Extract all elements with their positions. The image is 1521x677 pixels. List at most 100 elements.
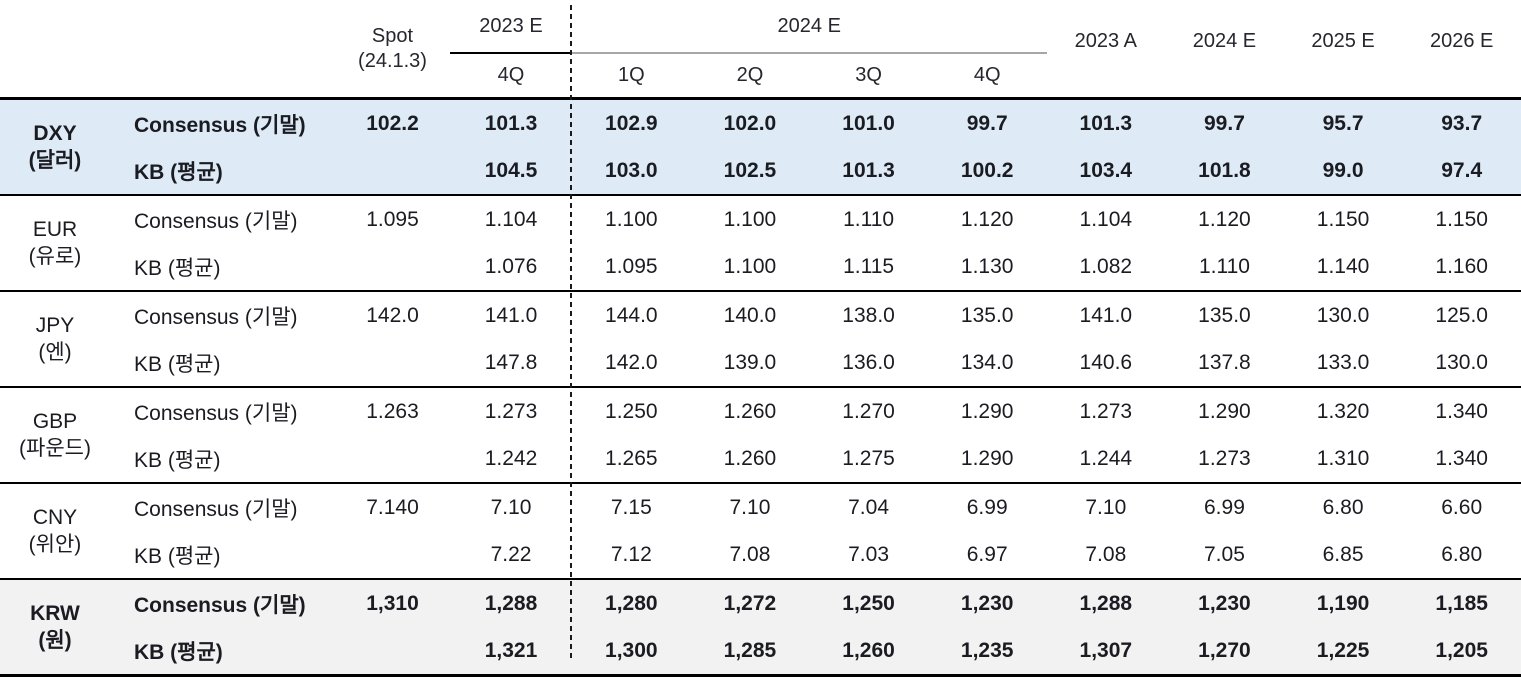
currency-code: GBP xyxy=(32,409,78,433)
series-label: Consensus (기말) xyxy=(110,194,335,243)
value-cell xyxy=(335,435,450,483)
value-cell: 99.7 xyxy=(1165,97,1284,147)
value-cell: 1,270 xyxy=(1165,627,1284,676)
value-cell: 102.2 xyxy=(335,97,450,147)
value-cell: 140.6 xyxy=(1079,350,1133,374)
value-cell: 1.260 xyxy=(690,386,810,435)
currency-code: JPY xyxy=(35,313,75,337)
value-cell: 102.5 xyxy=(690,147,810,195)
value-cell: 103.0 xyxy=(572,147,691,195)
value-cell: 7.22 xyxy=(490,542,532,566)
value-cell: 1.082 xyxy=(1079,254,1133,278)
value-cell: 7.05 xyxy=(1204,542,1245,566)
value-cell: 1.110 xyxy=(809,194,928,243)
currency-cell-jpy: JPY (엔) xyxy=(0,290,110,387)
value-cell: 1.290 xyxy=(927,386,1047,435)
value-cell: 1.120 xyxy=(927,194,1047,243)
table-row-krw-kb: KB (평균) 1,321 1,300 1,285 1,260 1,235 1,307 1,2… xyxy=(0,627,1521,676)
value-cell: 130.0 xyxy=(1283,290,1403,339)
value-cell: 101.3 xyxy=(450,97,572,147)
value-cell: 1,190 xyxy=(1283,578,1403,627)
value-cell: 6.80 xyxy=(1283,482,1403,531)
value-cell: 101.0 xyxy=(809,97,928,147)
value-cell: 135.0 xyxy=(927,290,1047,339)
value-cell: 103.4 xyxy=(1046,147,1166,195)
value-cell: 101.8 xyxy=(1165,147,1284,195)
value-cell: 140.0 xyxy=(690,290,810,339)
value-cell: 1,300 xyxy=(572,627,691,676)
currency-name-kr: (파운드) xyxy=(19,437,91,460)
value-cell: 142.0 xyxy=(335,290,450,339)
value-cell: 7.08 xyxy=(729,542,771,566)
header-2026e: 2026 E xyxy=(1429,30,1494,52)
value-cell: 1.275 xyxy=(842,446,895,470)
table-row-jpy-kb: KB (평균) 147.8 142.0 139.0 136.0 134.0 140.6 137… xyxy=(0,339,1521,387)
table-row-gbp-consensus: GBP (파운드) Consensus (기말) 1.263 1.273 1.250 1.2… xyxy=(0,386,1521,483)
value-cell: 1,310 xyxy=(335,578,450,627)
value-cell: 1.340 xyxy=(1435,446,1488,470)
value-cell: 1,230 xyxy=(927,578,1047,627)
header-2025e: 2025 E xyxy=(1311,30,1375,52)
currency-name-kr: (원) xyxy=(38,629,72,652)
currency-cell-eur: EUR (유로) xyxy=(0,194,110,291)
table-row-krw-consensus: KRW (원) Consensus (기말) 1,310 1,288 1,280 1,272… xyxy=(0,578,1521,676)
value-cell: 141.0 xyxy=(1046,290,1166,339)
value-cell: 133.0 xyxy=(1316,350,1370,374)
value-cell: 102.9 xyxy=(572,97,691,147)
value-cell: 136.0 xyxy=(842,350,895,374)
value-cell: 6.99 xyxy=(1165,482,1284,531)
header-spot: Spot (24.1.3) xyxy=(335,0,450,99)
currency-cell-dxy: DXY (달러) xyxy=(0,97,110,195)
currency-name-kr: (엔) xyxy=(38,341,72,364)
value-cell: 99.7 xyxy=(927,97,1047,147)
value-cell: 1.310 xyxy=(1316,446,1370,470)
series-label: Consensus (기말) xyxy=(110,386,335,435)
value-cell: 1.320 xyxy=(1283,386,1403,435)
value-cell: 1.104 xyxy=(1046,194,1166,243)
currency-name-kr: (유로) xyxy=(28,245,82,268)
value-cell: 1.140 xyxy=(1316,254,1370,278)
value-cell: 1.242 xyxy=(484,446,538,470)
value-cell: 125.0 xyxy=(1402,290,1521,339)
value-cell: 137.8 xyxy=(1198,350,1251,374)
value-cell: 1,272 xyxy=(690,578,810,627)
value-cell: 1,235 xyxy=(927,627,1047,676)
table-row-eur-kb: KB (평균) 1.076 1.095 1.100 1.115 1.130 1.082 1.1… xyxy=(0,243,1521,291)
currency-cell-krw: KRW (원) xyxy=(0,578,110,676)
value-cell: 1.290 xyxy=(960,446,1014,470)
value-cell: 1,225 xyxy=(1283,627,1403,676)
value-cell xyxy=(335,627,450,676)
value-cell: 147.8 xyxy=(484,350,538,374)
currency-name-kr: (달러) xyxy=(28,149,82,172)
value-cell: 1.290 xyxy=(1165,386,1284,435)
value-cell: 141.0 xyxy=(450,290,572,339)
value-cell: 1,307 xyxy=(1046,627,1166,676)
currency-code: DXY xyxy=(33,121,77,145)
value-cell: 1.120 xyxy=(1165,194,1284,243)
value-cell: 1.265 xyxy=(605,446,658,470)
value-cell: 1.100 xyxy=(690,194,810,243)
series-label: Consensus (기말) xyxy=(110,578,335,627)
value-cell: 1,185 xyxy=(1402,578,1521,627)
table-row-dxy-kb: KB (평균) 104.5 103.0 102.5 101.3 100.2 103.4 101… xyxy=(0,147,1521,195)
value-cell: 1.340 xyxy=(1402,386,1521,435)
series-label: Consensus (기말) xyxy=(110,482,335,531)
value-cell: 6.97 xyxy=(966,542,1008,566)
series-label: Consensus (기말) xyxy=(110,97,335,147)
value-cell: 134.0 xyxy=(960,350,1014,374)
value-cell: 142.0 xyxy=(605,350,658,374)
forecast-section-dashed-divider xyxy=(570,5,572,660)
value-cell xyxy=(335,531,450,579)
header-2023e: 2023 E xyxy=(450,0,572,54)
table-row-cny-kb: KB (평균) 7.22 7.12 7.08 7.03 6.97 7.08 7.05 6.85 6… xyxy=(0,531,1521,579)
value-cell: 1.244 xyxy=(1079,446,1133,470)
value-cell: 93.7 xyxy=(1402,97,1521,147)
value-cell: 1,280 xyxy=(572,578,691,627)
value-cell: 1.104 xyxy=(450,194,572,243)
value-cell: 95.7 xyxy=(1283,97,1403,147)
header-4q-2023: 4Q xyxy=(497,64,525,86)
table-body: DXY (달러) Consensus (기말) 102.2 101.3 102.9 102.… xyxy=(0,97,1521,676)
value-cell: 7.140 xyxy=(335,482,450,531)
